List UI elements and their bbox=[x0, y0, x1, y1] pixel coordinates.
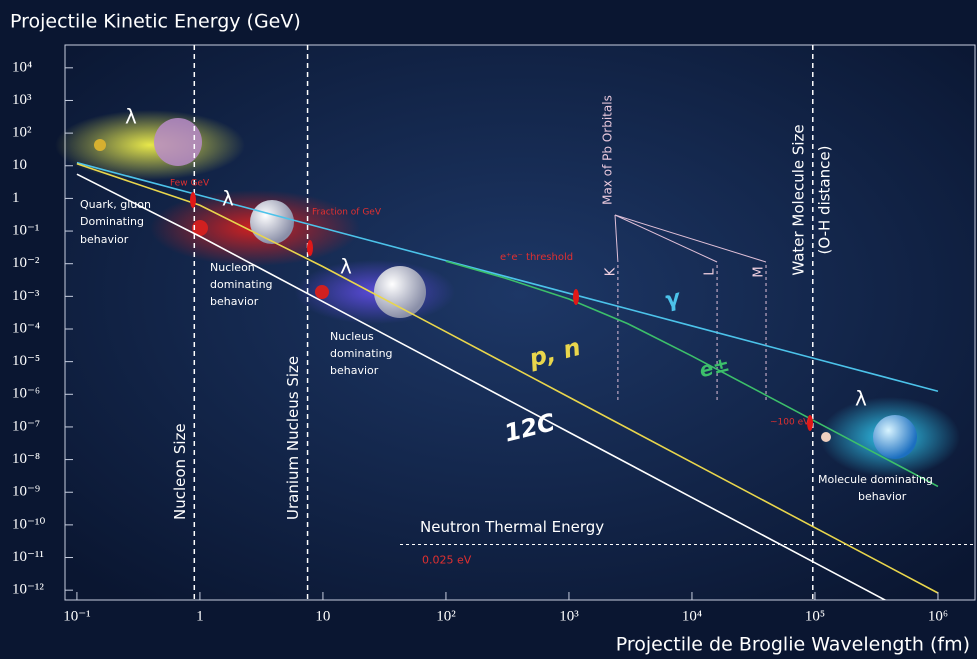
y-tick-label: 10⁴ bbox=[12, 59, 32, 75]
orbital-label: L bbox=[703, 268, 718, 276]
marker bbox=[807, 415, 813, 431]
series-line bbox=[76, 173, 887, 600]
y-tick-label: 10⁻⁶ bbox=[12, 386, 40, 402]
marker bbox=[190, 192, 196, 208]
y-tick-label: 10⁻¹¹ bbox=[12, 549, 44, 565]
y-tick-label: 10² bbox=[12, 125, 32, 141]
orbital-bracket bbox=[614, 214, 718, 263]
marker bbox=[573, 289, 579, 305]
orbital-title: Max of Pb Orbitals bbox=[601, 95, 615, 205]
y-tick-label: 10⁻⁸ bbox=[12, 451, 40, 467]
x-tick-label: 10⁵ bbox=[805, 608, 825, 624]
annotation: Molecule dominating bbox=[818, 473, 933, 486]
y-tick-label: 10⁻¹⁰ bbox=[12, 516, 45, 532]
annotation: Fraction of GeV bbox=[312, 208, 382, 218]
annotation: e⁺e⁻ threshold bbox=[500, 252, 573, 263]
y-axis-title: Projectile Kinetic Energy (GeV) bbox=[10, 11, 301, 33]
y-tick-label: 10⁻⁵ bbox=[12, 353, 40, 369]
series-line bbox=[76, 161, 939, 393]
annotation: λ bbox=[340, 255, 352, 279]
y-tick-label: 10⁻³ bbox=[12, 288, 40, 304]
y-tick-label: 10⁻¹ bbox=[12, 222, 39, 238]
y-tick-label: 10⁻¹² bbox=[12, 582, 44, 598]
x-tick-label: 1 bbox=[196, 608, 204, 624]
reference-label: Uranium Nucleus Size bbox=[284, 356, 302, 520]
annotation: Few GeV bbox=[170, 179, 210, 189]
annotation: λ bbox=[222, 187, 234, 211]
y-tick-label: 10³ bbox=[12, 92, 32, 108]
y-tick-label: 10⁻⁴ bbox=[12, 320, 40, 336]
orbital-bracket bbox=[614, 214, 619, 263]
annotation: Quark, gluon bbox=[80, 198, 151, 211]
y-tick-label: 10⁻² bbox=[12, 255, 40, 271]
x-tick-label: 10 bbox=[315, 608, 330, 624]
x-tick-label: 10² bbox=[436, 608, 456, 624]
reference-label: Water Molecule Size bbox=[789, 124, 807, 275]
x-tick-label: 10⁻¹ bbox=[63, 608, 90, 624]
y-tick-label: 10⁻⁷ bbox=[12, 418, 40, 434]
orbital-label: K bbox=[603, 267, 618, 276]
neutron-thermal-value: 0.025 eV bbox=[422, 554, 472, 567]
annotation: λ bbox=[125, 105, 137, 129]
reference-sublabel: (O-H distance) bbox=[815, 146, 833, 255]
series-line bbox=[445, 260, 939, 488]
annotation: Nucleus bbox=[330, 330, 374, 343]
annotation: Dominating bbox=[80, 215, 144, 228]
x-tick-label: 10⁶ bbox=[928, 608, 948, 624]
decorations bbox=[55, 110, 960, 477]
annotation: Nucleon bbox=[210, 261, 255, 274]
marker bbox=[307, 240, 313, 256]
orbital-bracket bbox=[614, 214, 767, 263]
annotation: λ bbox=[855, 387, 867, 411]
annotation: dominating bbox=[210, 278, 273, 291]
annotation: ~100 eV bbox=[770, 418, 810, 428]
annotation: behavior bbox=[330, 364, 379, 377]
reference-label: Nucleon Size bbox=[171, 423, 189, 520]
x-tick-label: 10⁴ bbox=[682, 608, 702, 624]
neutron-thermal-label: Neutron Thermal Energy bbox=[420, 518, 604, 536]
plot bbox=[76, 45, 975, 600]
y-tick-label: 10 bbox=[12, 157, 27, 173]
y-tick-label: 1 bbox=[12, 190, 20, 206]
orbital-label: M bbox=[752, 266, 767, 277]
annotation: dominating bbox=[330, 347, 393, 360]
annotation: behavior bbox=[80, 233, 129, 246]
y-tick-label: 10⁻⁹ bbox=[12, 484, 40, 500]
x-tick-label: 10³ bbox=[559, 608, 579, 624]
annotation: behavior bbox=[858, 490, 907, 503]
series-line bbox=[76, 163, 939, 594]
annotation: behavior bbox=[210, 295, 259, 308]
x-axis-title: Projectile de Broglie Wavelength (fm) bbox=[616, 634, 970, 656]
